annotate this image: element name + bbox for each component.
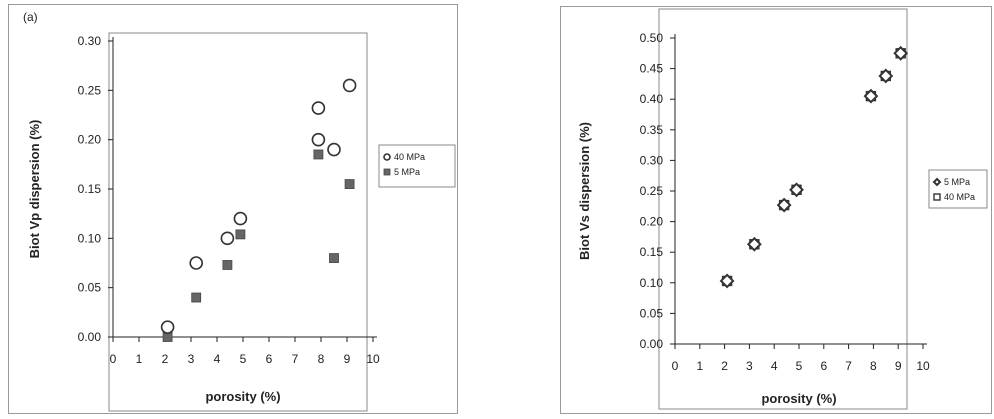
data-point-vp-series-2 <box>329 253 339 263</box>
y-tick-label: 0.25 <box>78 83 102 97</box>
chart-panel-vp: 0.00 0.05 0.10 0.15 0.20 0.25 0.30 0 1 2 3 4 5 6 7 8 9 10… <box>8 4 458 414</box>
data-point-vp-series-1 <box>233 211 248 226</box>
chart-panel-vs: 0.00 0.05 0.10 0.15 0.20 0.25 0.30 0.35 0.40 0.45… <box>560 6 992 414</box>
y-tick-label: 0.30 <box>78 34 102 48</box>
y-tick-label: 0.10 <box>78 231 102 245</box>
x-tick-label: 9 <box>895 359 902 373</box>
y-tick-label: 0.00 <box>78 330 102 344</box>
x-tick-label: 4 <box>771 359 778 373</box>
x-tick-label: 2 <box>162 352 169 366</box>
x-axis-title: porosity (%) <box>205 389 280 404</box>
data-point-vp-series-2 <box>191 292 202 303</box>
x-tick-label: 3 <box>188 352 195 366</box>
y-tick-label: 0.35 <box>640 123 664 137</box>
x-axis-title: porosity (%) <box>761 391 836 406</box>
x-tick-label: 6 <box>266 352 273 366</box>
y-tick-label: 0.30 <box>640 153 664 167</box>
y-tick-label: 0.20 <box>78 133 102 147</box>
legend-marker-2 <box>933 193 941 201</box>
data-point-vs-series-1 <box>719 273 735 289</box>
x-tick-label: 8 <box>318 352 325 366</box>
y-tick-label: 0.10 <box>640 276 664 290</box>
y-tick-label: 0.15 <box>640 245 664 259</box>
x-tick-label: 5 <box>240 352 247 366</box>
legend <box>928 169 988 209</box>
x-tick-label: 4 <box>214 352 221 366</box>
y-tick-label: 0.50 <box>640 31 664 45</box>
data-point-vp-series-1 <box>220 231 235 246</box>
y-tick-label: 0.15 <box>78 182 102 196</box>
x-tick-label: 10 <box>366 352 380 366</box>
data-point-vp-series-2 <box>313 149 324 160</box>
x-tick-label: 2 <box>721 359 728 373</box>
data-point-vp-series-1 <box>189 256 203 270</box>
x-tick-label: 8 <box>870 359 877 373</box>
legend-marker-1 <box>383 153 391 161</box>
data-point-vs-series-1 <box>776 197 792 213</box>
data-point-vp-series-2 <box>222 260 233 270</box>
y-tick-label: 0.20 <box>640 215 664 229</box>
chart-vs-svg: 0.00 0.05 0.10 0.15 0.20 0.25 0.30 0.35 0.40 0.45… <box>577 8 988 410</box>
x-tick-label: 0 <box>110 352 117 366</box>
x-tick-label: 10 <box>916 359 930 373</box>
y-tick-label: 0.25 <box>640 184 664 198</box>
legend-label-1: 5 MPa <box>944 177 970 187</box>
data-point-vp-series-1 <box>342 78 357 93</box>
data-point-vp-series-1 <box>160 320 175 334</box>
x-tick-label: 7 <box>292 352 299 366</box>
x-tick-label: 1 <box>136 352 143 366</box>
x-tick-label: 6 <box>820 359 827 373</box>
data-point-vp-series-1 <box>311 101 326 115</box>
legend-marker-2 <box>383 168 391 176</box>
legend <box>378 144 456 188</box>
y-tick-label: 0.45 <box>640 62 664 76</box>
x-tick-label: 9 <box>344 352 351 366</box>
y-tick-label: 0.00 <box>640 337 664 351</box>
data-point-vs-series-1 <box>893 45 909 61</box>
legend-label-1: 40 MPa <box>394 152 425 162</box>
data-point-vs-series-1 <box>746 236 762 252</box>
data-point-vp-series-1 <box>311 132 326 147</box>
data-point-vp-series-2 <box>235 229 246 240</box>
y-axis-title: Biot Vs dispersion (%) <box>577 122 592 260</box>
data-point-vp-series-1 <box>327 142 341 157</box>
y-axis-title: Biot Vp dispersion (%) <box>27 120 42 259</box>
x-tick-label: 3 <box>746 359 753 373</box>
legend-marker-1 <box>932 177 942 187</box>
y-tick-label: 0.05 <box>78 281 102 295</box>
data-point-vs-series-1 <box>878 68 894 84</box>
legend-label-2: 5 MPa <box>394 167 420 177</box>
data-point-vs-series-1 <box>789 182 804 198</box>
chart-vp-svg: 0.00 0.05 0.10 0.15 0.20 0.25 0.30 0 1 2 3 4 5 6 7 8 9 10… <box>23 10 456 412</box>
x-tick-label: 0 <box>672 359 679 373</box>
y-tick-label: 0.05 <box>640 306 664 320</box>
x-tick-label: 1 <box>696 359 703 373</box>
panel-label: (a) <box>23 10 38 24</box>
data-point-vs-series-1 <box>863 88 879 104</box>
x-tick-label: 5 <box>796 359 803 373</box>
legend-label-2: 40 MPa <box>944 192 975 202</box>
y-tick-label: 0.40 <box>640 92 664 106</box>
x-tick-label: 7 <box>845 359 852 373</box>
data-point-vp-series-2 <box>344 179 355 189</box>
